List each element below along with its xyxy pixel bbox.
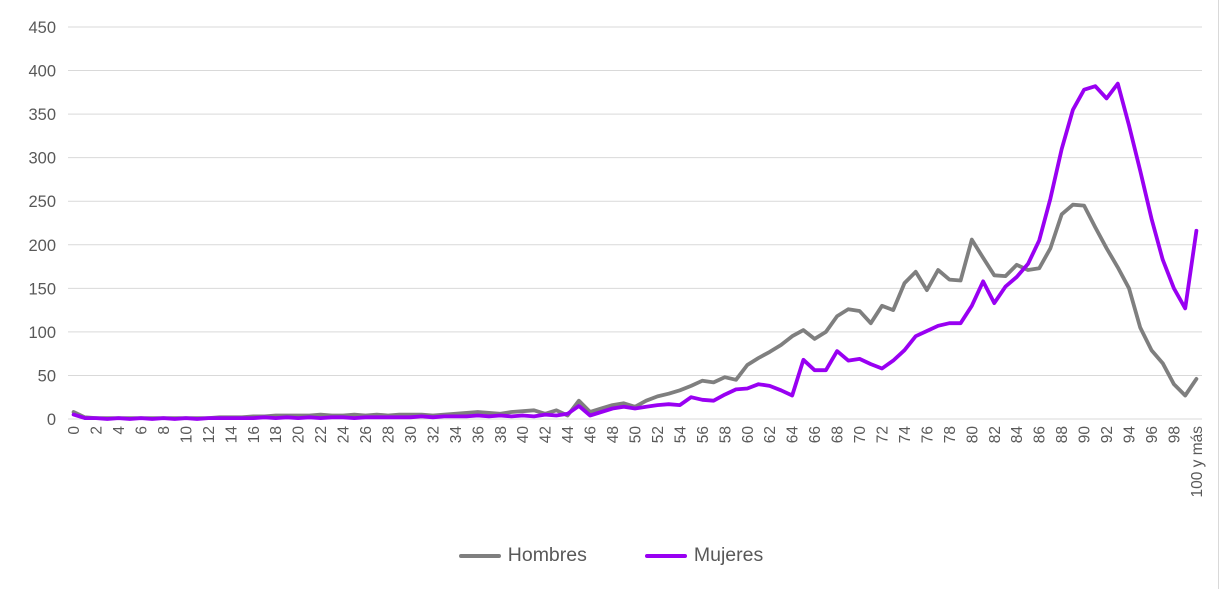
x-axis-tick-label: 26 xyxy=(358,426,375,443)
y-axis-tick-label: 100 xyxy=(28,324,56,342)
x-axis-tick-label: 20 xyxy=(291,426,308,444)
x-axis-tick-label: 38 xyxy=(493,426,510,443)
y-axis-tick-label: 300 xyxy=(28,150,56,168)
x-axis-tick-label: 72 xyxy=(875,426,892,443)
legend-label-hombres: Hombres xyxy=(507,544,587,566)
x-axis-tick-label: 66 xyxy=(807,426,824,443)
y-axis-tick-label: 250 xyxy=(28,193,56,211)
x-axis-tick-label: 18 xyxy=(268,426,285,443)
x-axis-tick-label: 8 xyxy=(156,426,173,435)
x-axis-tick-label: 30 xyxy=(403,426,420,444)
legend-label-mujeres: Mujeres xyxy=(693,544,764,566)
x-axis-tick-label: 12 xyxy=(201,426,218,443)
x-axis-tick-label: 24 xyxy=(336,426,353,444)
series-line-hombres[interactable] xyxy=(71,202,1199,421)
x-axis-tick-label: 2 xyxy=(89,426,106,435)
legend-item-hombres[interactable]: Hombres xyxy=(458,544,587,566)
x-axis-tick-label: 68 xyxy=(830,426,847,443)
x-axis-tick-label: 64 xyxy=(785,426,802,444)
chart-legend: Hombres Mujeres xyxy=(0,544,1222,566)
x-axis-tick-label: 42 xyxy=(538,426,555,443)
x-axis-tick-label: 70 xyxy=(852,426,869,444)
x-axis-tick-label: 50 xyxy=(628,426,645,444)
x-axis-tick-label: 92 xyxy=(1099,426,1116,443)
x-axis-tick-label: 78 xyxy=(942,426,959,443)
x-axis-tick-label: 90 xyxy=(1077,426,1094,444)
hombres-line-swatch xyxy=(458,553,501,558)
x-axis-tick-label: 62 xyxy=(762,426,779,443)
y-axis-tick-label: 150 xyxy=(28,280,56,298)
y-axis-tick-label: 0 xyxy=(47,411,56,429)
y-axis-tick-label: 50 xyxy=(38,367,56,385)
x-axis-tick-label: 16 xyxy=(246,426,263,443)
x-axis-tick-label: 86 xyxy=(1032,426,1049,443)
x-axis-tick-label: 96 xyxy=(1144,426,1161,443)
x-axis-tick-label: 80 xyxy=(964,426,981,444)
x-axis-tick-label: 52 xyxy=(650,426,667,443)
y-axis-tick-label: 200 xyxy=(28,237,56,255)
x-axis-tick-label: 54 xyxy=(672,426,689,444)
x-axis-tick-label: 60 xyxy=(740,426,757,444)
x-axis-tick-label: 6 xyxy=(133,426,150,435)
x-axis-tick-label: 44 xyxy=(560,426,577,444)
x-axis-tick-label: 4 xyxy=(111,426,128,435)
x-axis-tick-label: 22 xyxy=(313,426,330,443)
x-axis-tick-label: 32 xyxy=(425,426,442,443)
x-axis-tick-label: 84 xyxy=(1009,426,1026,444)
x-axis-tick-label: 28 xyxy=(380,426,397,443)
x-axis-tick-label: 40 xyxy=(515,426,532,444)
x-axis-tick-label: 76 xyxy=(919,426,936,443)
x-axis-tick-label: 34 xyxy=(448,426,465,444)
legend-item-mujeres[interactable]: Mujeres xyxy=(644,544,764,566)
x-axis-tick-label: 74 xyxy=(897,426,914,444)
x-axis-tick-label: 88 xyxy=(1054,426,1071,443)
y-axis-tick-label: 350 xyxy=(28,106,56,124)
x-axis-tick-label: 56 xyxy=(695,426,712,443)
x-axis-tick-label: 14 xyxy=(223,426,240,444)
x-axis-tick-label: 98 xyxy=(1166,426,1183,443)
x-axis-tick-label: 82 xyxy=(987,426,1004,443)
x-axis-tick-label: 94 xyxy=(1122,426,1139,444)
y-axis-tick-label: 400 xyxy=(28,63,56,81)
x-axis-tick-label: 10 xyxy=(178,426,195,444)
x-axis-tick-label: 58 xyxy=(717,426,734,443)
mujeres-line-swatch xyxy=(644,553,687,558)
x-axis-tick-label: 48 xyxy=(605,426,622,443)
x-axis-tick-label: 100 y más xyxy=(1189,426,1206,498)
x-axis-tick-label: 46 xyxy=(583,426,600,443)
x-axis-tick-label: 0 xyxy=(66,426,83,435)
x-axis-tick-label: 36 xyxy=(470,426,487,443)
series-line-mujeres[interactable] xyxy=(71,81,1199,421)
y-axis-tick-label: 450 xyxy=(28,19,56,37)
